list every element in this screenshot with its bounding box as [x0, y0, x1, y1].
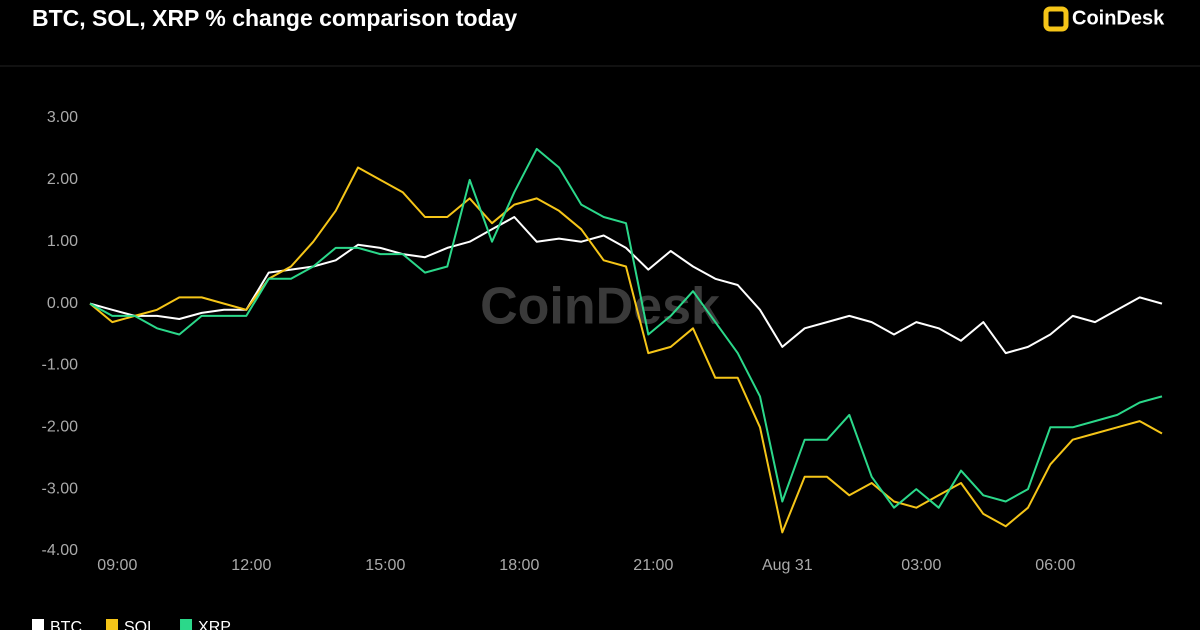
- watermark: CoinDesk: [480, 278, 720, 336]
- legend-label: SOL: [124, 619, 156, 630]
- legend-label: BTC: [50, 619, 82, 630]
- x-tick-label: 21:00: [633, 557, 673, 574]
- x-tick-label: Aug 31: [762, 557, 813, 574]
- series-line: [89, 216, 1163, 355]
- y-tick-label: -1.00: [42, 357, 79, 374]
- logo-icon: [1043, 6, 1069, 32]
- y-tick-label: 2.00: [47, 171, 78, 188]
- legend-label: XRP: [198, 619, 231, 630]
- y-tick-label: -3.00: [42, 480, 79, 497]
- y-tick-label: 0.00: [47, 295, 78, 312]
- y-tick-label: -2.00: [42, 419, 79, 436]
- series-line: [89, 147, 1163, 509]
- x-tick-label: 09:00: [97, 557, 137, 574]
- logo: CoinDesk: [1072, 7, 1165, 29]
- legend-swatch: [106, 619, 118, 630]
- x-tick-label: 18:00: [499, 557, 539, 574]
- x-tick-label: 15:00: [365, 557, 405, 574]
- x-tick-label: 12:00: [231, 557, 271, 574]
- y-tick-label: 1.00: [47, 233, 78, 250]
- x-tick-label: 03:00: [901, 557, 941, 574]
- legend-swatch: [32, 619, 44, 630]
- y-tick-label: 3.00: [47, 109, 78, 126]
- y-tick-label: -4.00: [42, 542, 79, 559]
- chart-title: BTC, SOL, XRP % change comparison today: [32, 5, 517, 31]
- legend-swatch: [180, 619, 193, 630]
- x-tick-label: 06:00: [1035, 557, 1075, 574]
